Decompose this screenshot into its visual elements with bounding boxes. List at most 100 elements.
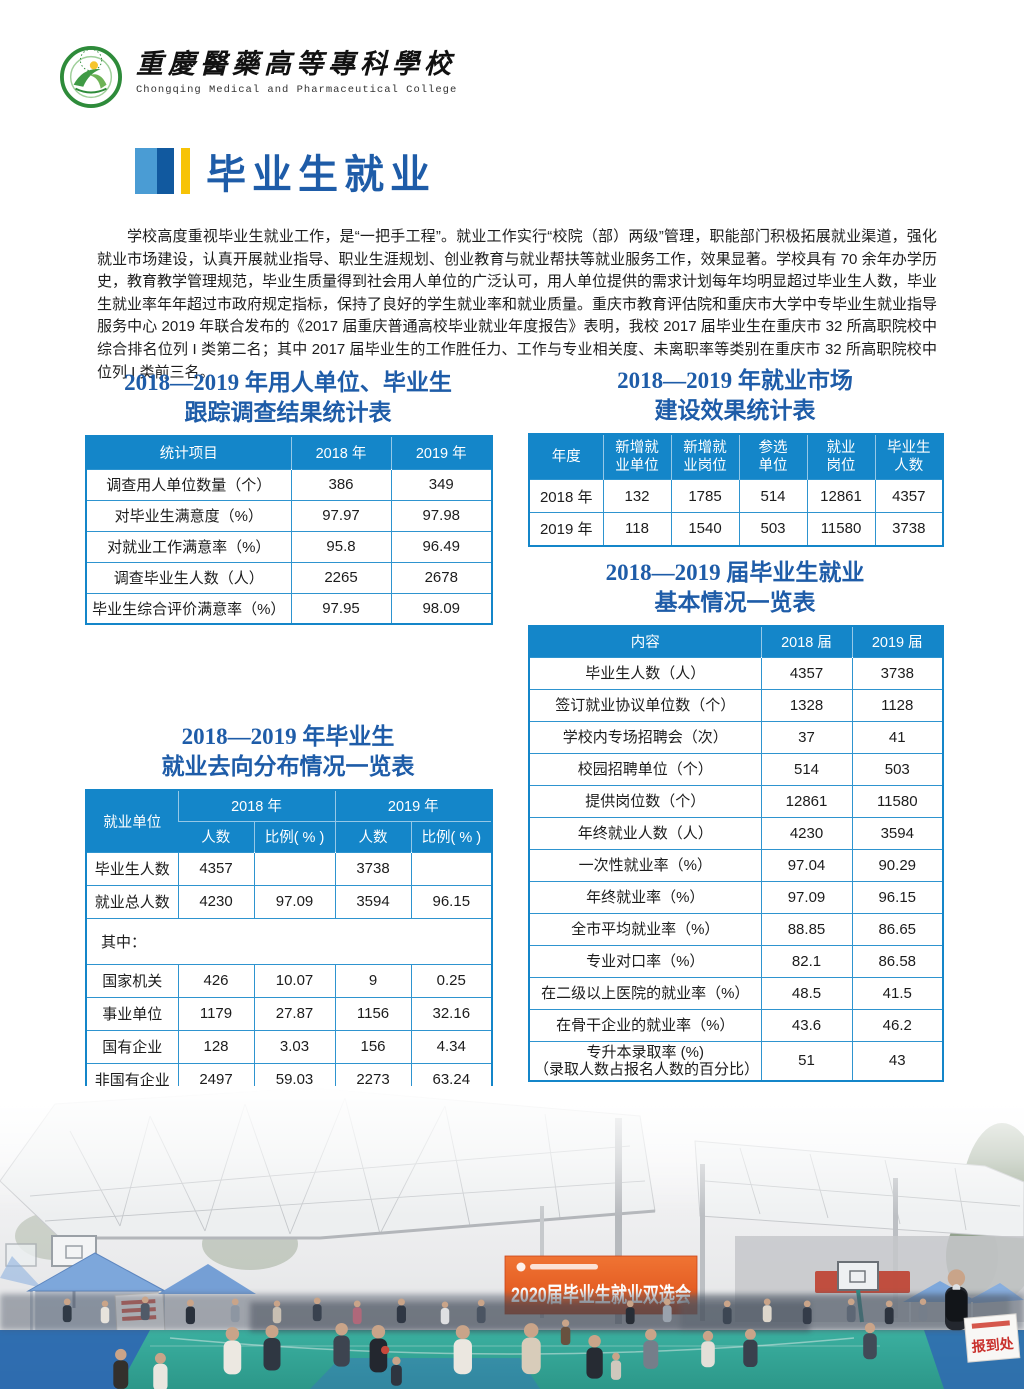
cell-value: 37 [760, 720, 853, 754]
table-row: 在二级以上医院的就业率（%） 48.5 41.5 [528, 976, 944, 1010]
row-label: 其中： [85, 917, 493, 965]
college-name-zh: 重慶醫藥高等專科學校 [136, 49, 456, 79]
row-label: 提供岗位数（个） [528, 784, 762, 818]
cell-value: 96.15 [851, 880, 944, 914]
cell-value: 128 [177, 1029, 255, 1064]
cell-value: 1785 [670, 479, 740, 513]
cell-value: 97.09 [253, 884, 336, 919]
backpack-person [945, 1269, 968, 1331]
cell-value: 4357 [177, 851, 255, 886]
checkin-sign: 报到处 [963, 1313, 1021, 1363]
table-row: 在骨干企业的就业率（%） 43.6 46.2 [528, 1008, 944, 1042]
row-label: 调查毕业生人数（人） [85, 561, 292, 594]
survey-title-line2: 跟踪调查结果统计表 [184, 400, 392, 425]
basic-table: 内容 2018 届 2019 届 毕业生人数（人） 4357 3738 签订就业协议单… [528, 625, 944, 1082]
header-row: 统计项目 2018 年 2019 年 [86, 436, 492, 469]
cell-value: 503 [738, 512, 808, 546]
cell-value: 27.87 [253, 996, 336, 1031]
table-row: 对就业工作满意率（%） 95.8 96.49 [85, 530, 493, 563]
row-label: 2019 年 [528, 512, 604, 546]
table-row: 校园招聘单位（个） 514 503 [528, 752, 944, 786]
college-names: 重慶醫藥高等專科學校 Chongqing Medical and Pharmac… [136, 46, 457, 96]
cell-value: 97.09 [760, 880, 853, 914]
cell-value: 3738 [874, 512, 944, 546]
table-row: 毕业生人数 4357 3738 [85, 851, 493, 886]
column-header: 毕业生 人数 [874, 434, 943, 480]
table-row: 专升本录取率 (%) （录取人数占报名人数的百分比） 51 43 [528, 1040, 944, 1081]
table-row: 就业总人数 4230 97.09 3594 96.15 [85, 884, 493, 919]
survey-table: 统计项目 2018 年 2019 年 调查用人单位数量（个） 386 349 对毕业生… [85, 435, 493, 625]
cell-value: 4357 [874, 479, 944, 513]
cell-value: 3594 [851, 816, 944, 850]
cell-value: 96.15 [410, 884, 493, 919]
dist-title-line2: 就业去向分布情况一览表 [161, 754, 415, 779]
market-table-title: 2018—2019 年就业市场 建设效果统计表 [528, 366, 942, 426]
cell-value: 3.03 [253, 1029, 336, 1064]
row-label: 在二级以上医院的就业率（%） [528, 976, 762, 1010]
cell-value: 43 [851, 1040, 944, 1081]
cell-value: 118 [602, 512, 672, 546]
table-row: 调查用人单位数量（个） 386 349 [85, 468, 493, 501]
cell-value: 132 [602, 479, 672, 513]
court-floor [0, 1330, 1024, 1389]
survey-table-title: 2018—2019 年用人单位、毕业生 跟踪调查结果统计表 [85, 368, 491, 428]
page-title: 毕业生就业 [206, 152, 436, 197]
column-header: 人数 [334, 820, 412, 852]
crowd-foreground [113, 1269, 968, 1389]
accent-bar-light-blue [135, 148, 157, 194]
row-label: 毕业生综合评价满意率（%） [85, 592, 292, 625]
column-header: 2018 届 [760, 626, 852, 657]
table-row: 签订就业协议单位数（个） 1328 1128 [528, 688, 944, 722]
market-title-line1: 2018—2019 年就业市场 [617, 368, 853, 393]
accent-bar-dark-blue [157, 148, 174, 194]
market-title-line2: 建设效果统计表 [654, 398, 816, 423]
row-label: 全市平均就业率（%） [528, 912, 762, 946]
table-row: 事业单位 1179 27.87 1156 32.16 [85, 996, 493, 1031]
cell-value: 1328 [760, 688, 853, 722]
table-row: 一次性就业率（%） 97.04 90.29 [528, 848, 944, 882]
table-row: 全市平均就业率（%） 88.85 86.65 [528, 912, 944, 946]
cell-value: 95.8 [290, 530, 392, 563]
college-header: 重慶醫藥高等專科學校 Chongqing Medical and Pharmac… [60, 46, 457, 108]
cell-value [253, 851, 336, 886]
section-heading: 毕业生就业 [135, 142, 436, 200]
cell-value: 514 [738, 479, 808, 513]
column-header: 新增就 业单位 [602, 434, 671, 480]
cell-value: 11580 [851, 784, 944, 818]
market-table: 年度 新增就 业单位 新增就 业岗位 参选 单位 就业 岗位 毕业生 人数 20… [528, 433, 944, 547]
cell-value: 97.95 [290, 592, 392, 625]
cell-value: 88.85 [760, 912, 853, 946]
cell-value: 96.49 [390, 530, 493, 563]
cell-value: 0.25 [410, 963, 493, 998]
cell-value: 514 [760, 752, 853, 786]
column-header: 人数 [178, 820, 254, 852]
cell-value: 426 [177, 963, 255, 998]
column-header: 2019 届 [851, 626, 943, 657]
survey-table-block: 2018—2019 年用人单位、毕业生 跟踪调查结果统计表 统计项目 2018 … [85, 368, 493, 625]
row-label: 国家机关 [85, 963, 179, 998]
subheader-row: 人数 比例( % ) 人数 比例( % ) [86, 820, 493, 852]
column-header: 年度 [529, 434, 603, 480]
row-label: 一次性就业率（%） [528, 848, 762, 882]
cell-value: 97.98 [390, 499, 493, 532]
table-row: 国有企业 128 3.03 156 4.34 [85, 1029, 493, 1064]
table-row: 专业对口率（%） 82.1 86.58 [528, 944, 944, 978]
cell-value [410, 851, 493, 886]
row-label: 校园招聘单位（个） [528, 752, 762, 786]
column-header: 2018 年 [290, 436, 391, 469]
row-label: 年终就业率（%） [528, 880, 762, 914]
basic-table-title: 2018—2019 届毕业生就业 基本情况一览表 [528, 558, 942, 618]
cell-value: 86.58 [851, 944, 944, 978]
column-header: 2019 年 [390, 436, 492, 469]
row-label: 学校内专场招聘会（次） [528, 720, 762, 754]
cell-value: 503 [851, 752, 944, 786]
table-row: 毕业生综合评价满意率（%） 97.95 98.09 [85, 592, 493, 625]
cell-value: 386 [290, 468, 392, 501]
cell-value: 2265 [290, 561, 392, 594]
table-row: 提供岗位数（个） 12861 11580 [528, 784, 944, 818]
cell-value: 3738 [334, 851, 412, 886]
cell-value: 43.6 [760, 1008, 853, 1042]
banner-logo-icon [516, 1262, 526, 1272]
row-label: 专业对口率（%） [528, 944, 762, 978]
